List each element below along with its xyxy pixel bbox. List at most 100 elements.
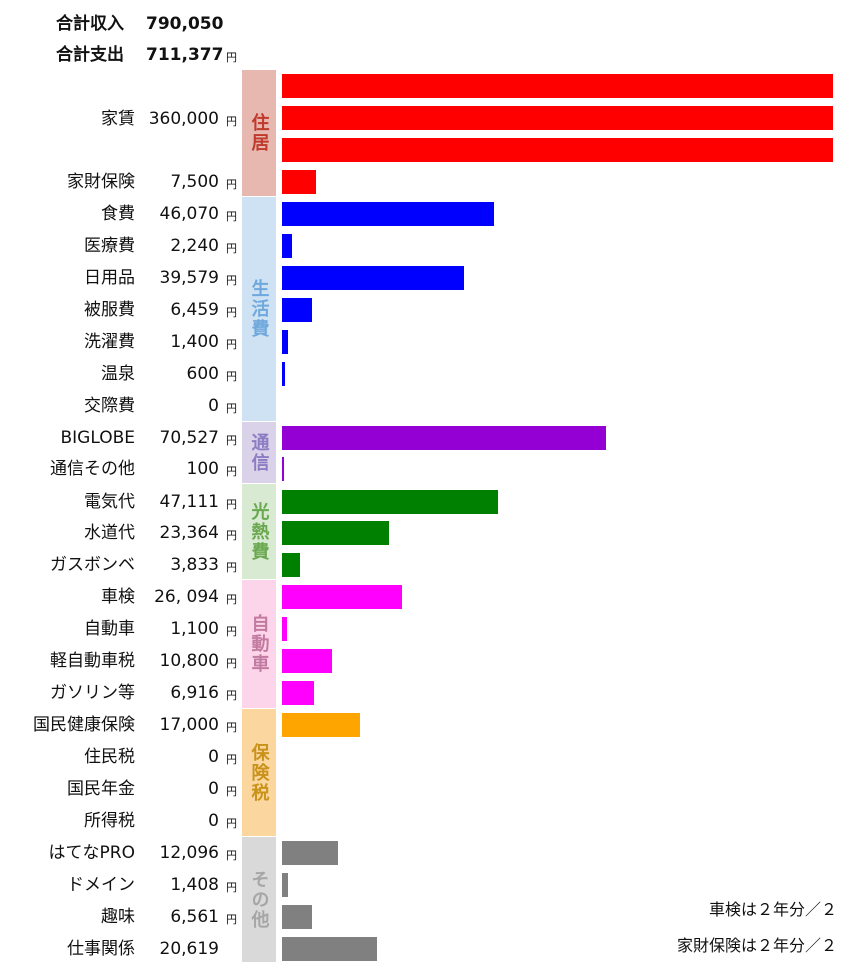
unit-label: 円: [226, 498, 237, 511]
value-label: 1,400: [170, 332, 219, 352]
unit-label: 円: [226, 370, 237, 383]
bar: [282, 298, 312, 322]
value-label: 7,500: [170, 172, 219, 192]
unit-label: 円: [226, 817, 237, 830]
bar-rent-2: [282, 138, 833, 162]
bar-rent-0: [282, 74, 833, 98]
value-label: 6,916: [170, 683, 219, 703]
value-label: 47,111: [159, 492, 219, 512]
group-band-2: 通信: [242, 422, 276, 483]
bar-rent-1: [282, 106, 833, 130]
value-label: 6,459: [170, 300, 219, 320]
category-label: 国民健康保険: [33, 715, 135, 735]
group-label-3: 光熱費: [248, 501, 270, 562]
bar: [282, 713, 361, 737]
group-label-6: その他: [248, 869, 270, 930]
group-band-4: 自動車: [242, 580, 276, 708]
value-label: 70,527: [159, 428, 219, 448]
category-label: ガスボンベ: [50, 555, 135, 575]
bar: [282, 905, 313, 929]
category-label: 医療費: [84, 236, 135, 256]
bar: [282, 681, 314, 705]
category-label: 国民年金: [67, 779, 135, 799]
value-label: 46,070: [159, 204, 219, 224]
unit-label: 円: [226, 689, 237, 702]
category-label: 車検: [101, 587, 135, 607]
group-label-0: 住居: [248, 113, 270, 153]
category-label: 交際費: [84, 396, 135, 416]
unit-label: 円: [226, 178, 237, 191]
bar: [282, 266, 464, 290]
bar: [282, 585, 402, 609]
category-label: BIGLOBE: [60, 428, 136, 448]
unit-label: 円: [226, 849, 237, 862]
category-label: 軽自動車税: [50, 651, 135, 671]
bar: [282, 362, 285, 386]
bar: [282, 234, 293, 258]
value-label: 20,619: [159, 939, 219, 959]
group-band-1: 生活費: [242, 197, 276, 421]
bar: [282, 841, 338, 865]
category-label: 住民税: [84, 747, 135, 767]
unit-label: 円: [226, 115, 237, 128]
unit-label: 円: [226, 402, 237, 415]
unit-label: 円: [226, 561, 237, 574]
unit-label: 円: [226, 210, 237, 223]
value-label: 10,800: [159, 651, 219, 671]
value-label: 17,000: [159, 715, 219, 735]
category-label: 通信その他: [50, 459, 135, 479]
group-band-5: 保険税: [242, 709, 276, 836]
value-label: 6,561: [170, 907, 219, 927]
bar: [282, 457, 284, 481]
category-label: 仕事関係: [67, 939, 135, 959]
expense-unit: 円: [226, 51, 237, 64]
category-label: 所得税: [84, 811, 135, 831]
expense-value: 711,377: [146, 45, 224, 65]
bar: [282, 521, 390, 545]
category-label: 食費: [101, 204, 135, 224]
unit-label: 円: [226, 434, 237, 447]
value-label: 0: [208, 747, 219, 767]
category-label: 電気代: [84, 492, 135, 512]
category-label: 自動車: [84, 619, 135, 639]
bar: [282, 202, 494, 226]
unit-label: 円: [226, 881, 237, 894]
value-label: 2,240: [170, 236, 219, 256]
value-label: 0: [208, 396, 219, 416]
group-label-4: 自動車: [248, 614, 270, 674]
bar: [282, 426, 606, 450]
category-label: 趣味: [101, 907, 135, 927]
category-label: 温泉: [101, 364, 135, 384]
value-label: 360,000: [148, 109, 219, 129]
value-label: 26, 094: [154, 587, 219, 607]
category-label: 被服費: [84, 300, 135, 320]
unit-label: 円: [226, 625, 237, 638]
group-label-1: 生活費: [248, 279, 270, 339]
note-shaken: 車検は２年分／２: [708, 900, 837, 919]
category-label: 洗濯費: [84, 332, 135, 352]
bar: [282, 937, 377, 961]
unit-label: 円: [226, 913, 237, 926]
category-label: 家財保険: [67, 172, 135, 192]
unit-label: 円: [226, 529, 237, 542]
unit-label: 円: [226, 721, 237, 734]
value-label: 39,579: [159, 268, 219, 288]
value-label: 600: [186, 364, 219, 384]
bar: [282, 617, 288, 641]
income-label: 合計収入: [56, 14, 124, 34]
category-label: ガソリン等: [50, 683, 135, 703]
value-label: 3,833: [170, 555, 219, 575]
category-label: 水道代: [84, 523, 135, 543]
value-label: 1,100: [170, 619, 219, 639]
unit-label: 円: [226, 753, 237, 766]
category-label: 家賃: [101, 109, 135, 129]
group-band-6: その他: [242, 837, 276, 962]
value-label: 0: [208, 811, 219, 831]
unit-label: 円: [226, 593, 237, 606]
unit-label: 円: [226, 465, 237, 478]
group-label-2: 通信: [248, 432, 270, 473]
group-label-5: 保険税: [248, 742, 270, 803]
category-label: ドメイン: [67, 875, 135, 895]
bar: [282, 490, 499, 514]
category-label: 日用品: [84, 268, 135, 288]
